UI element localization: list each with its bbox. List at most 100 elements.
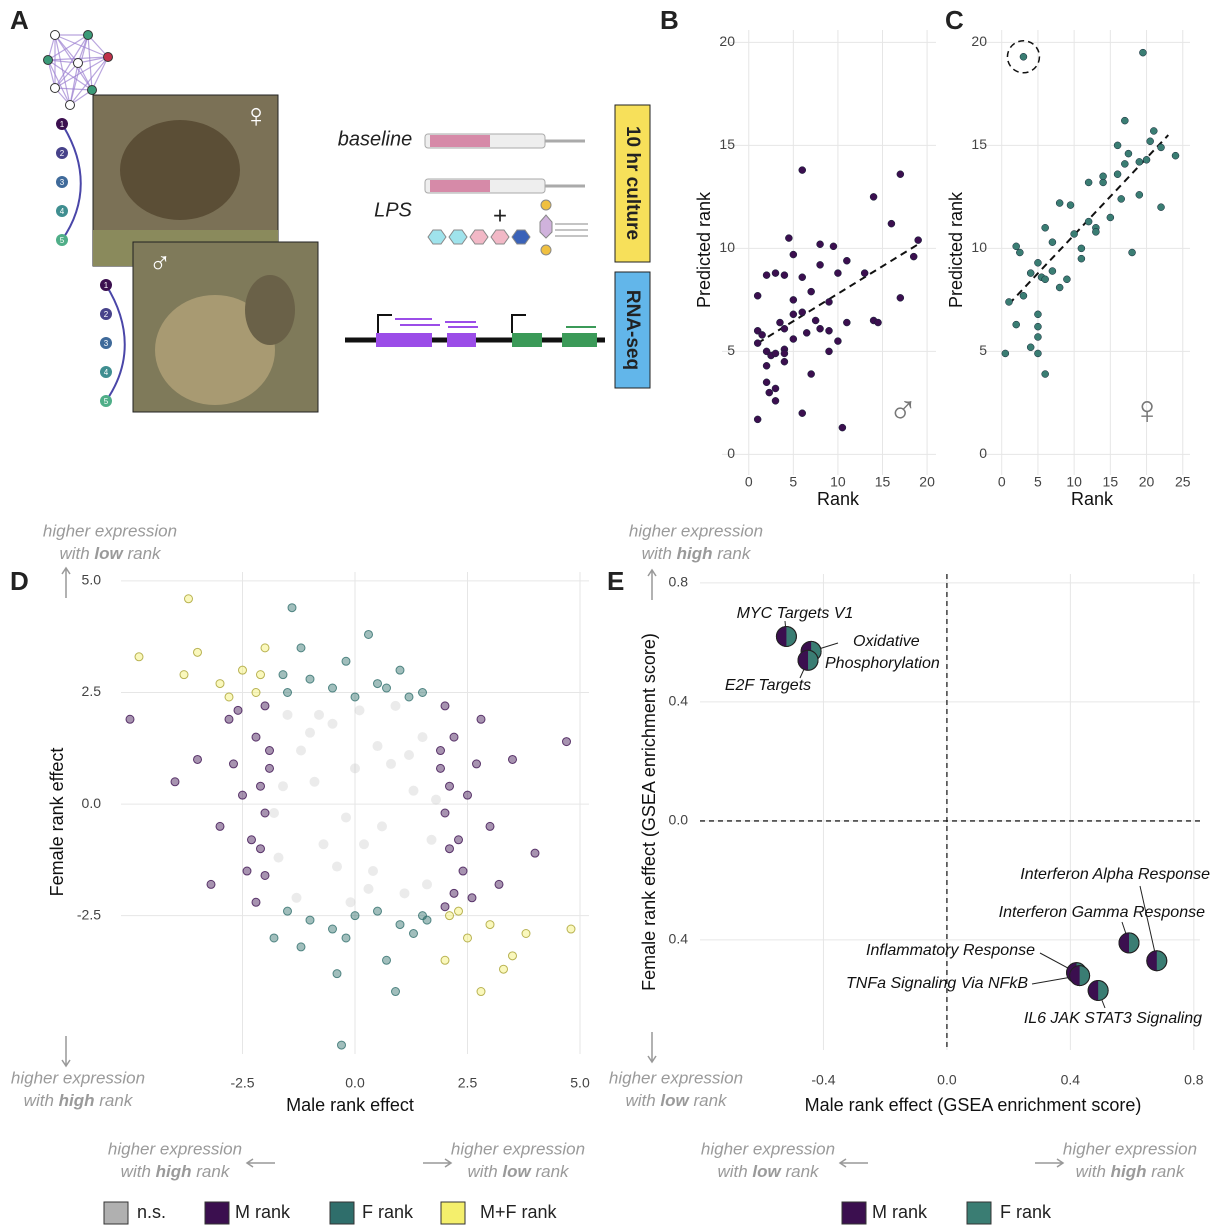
point	[328, 683, 337, 693]
half-fill	[1146, 950, 1157, 971]
sex-symbol: ♂	[888, 389, 918, 433]
point	[860, 269, 869, 277]
point	[247, 835, 256, 845]
point	[1139, 48, 1147, 57]
point	[1157, 203, 1165, 211]
point	[1063, 275, 1071, 284]
point	[372, 741, 383, 752]
point	[1066, 201, 1075, 209]
legend-swatch	[966, 1201, 992, 1225]
gene-set-label: E2F Targets	[725, 677, 811, 694]
point	[265, 763, 274, 773]
point	[373, 906, 382, 916]
point	[816, 240, 824, 249]
gene-set-label: TNFa Signaling Via NFkB	[846, 975, 1028, 992]
y-tick-label: 5.0	[82, 572, 102, 588]
point	[785, 234, 793, 242]
point	[1142, 156, 1151, 164]
point	[382, 683, 391, 693]
highlight-circle	[1006, 40, 1041, 74]
arrow	[423, 1158, 453, 1168]
point	[445, 844, 454, 854]
point	[291, 892, 302, 903]
point	[476, 714, 486, 724]
gene-set-label: Oxidative	[853, 633, 920, 650]
trend-line	[757, 243, 919, 344]
point	[1092, 228, 1100, 236]
point	[1034, 310, 1042, 319]
point	[224, 714, 234, 724]
x-tick-label: 5.0	[570, 1075, 590, 1091]
network-edge	[69, 34, 89, 106]
point	[170, 777, 180, 787]
gene-set-label: Interferon Alpha Response	[1020, 866, 1210, 883]
point	[521, 929, 531, 938]
point	[780, 349, 789, 358]
point	[758, 331, 766, 339]
y-tick-label: 10	[719, 239, 735, 255]
point	[251, 732, 261, 742]
point	[282, 709, 293, 720]
legend-label: M+F rank	[480, 1202, 558, 1222]
half-fill	[798, 650, 809, 671]
network-edge	[54, 56, 109, 89]
point	[184, 594, 193, 604]
point	[454, 835, 463, 845]
point	[426, 834, 437, 845]
x-tick-label: 0.8	[1184, 1072, 1204, 1088]
point	[1019, 292, 1028, 300]
y-tick-label: 10	[971, 239, 987, 255]
point	[242, 866, 252, 876]
point-outline	[797, 649, 819, 671]
axis-note: higher expression	[701, 1139, 835, 1158]
point-outline	[1069, 965, 1091, 987]
note-part: with	[717, 1162, 752, 1181]
point	[125, 714, 135, 724]
network-edge	[54, 34, 89, 89]
point	[829, 242, 838, 251]
point	[771, 349, 780, 358]
point	[350, 692, 360, 702]
point	[874, 318, 882, 327]
point	[914, 236, 922, 244]
point	[896, 294, 905, 302]
point	[1012, 242, 1020, 251]
point	[499, 964, 508, 974]
point	[436, 763, 445, 773]
point	[265, 746, 274, 756]
point	[399, 888, 410, 899]
point	[909, 252, 918, 261]
rank-node	[100, 337, 112, 349]
legend-swatch	[329, 1201, 355, 1225]
point	[260, 701, 270, 711]
panel-letter: D	[10, 566, 29, 596]
note-part: rank	[689, 1091, 728, 1110]
point	[816, 324, 824, 333]
hierarchy-chain: 1 2 3 4 5 1 2 3 4 5	[56, 118, 126, 407]
point	[1106, 213, 1115, 222]
point	[1041, 275, 1049, 284]
x-tick-label: 10	[1066, 474, 1082, 490]
point	[341, 656, 351, 666]
point	[476, 987, 486, 997]
y-tick-label: 5	[979, 342, 987, 358]
point	[134, 652, 144, 662]
point	[789, 310, 798, 319]
leader-line	[1139, 885, 1158, 961]
point	[363, 883, 374, 894]
point	[440, 902, 450, 912]
point	[1128, 248, 1136, 257]
arrow	[647, 1032, 657, 1064]
point	[811, 316, 820, 325]
point	[753, 339, 762, 347]
network-edge	[54, 62, 79, 89]
point	[373, 679, 382, 689]
point	[382, 955, 391, 965]
point	[354, 705, 365, 716]
point	[440, 955, 450, 965]
point	[1099, 172, 1107, 181]
point	[753, 415, 762, 424]
point	[193, 647, 202, 657]
point	[287, 603, 297, 613]
